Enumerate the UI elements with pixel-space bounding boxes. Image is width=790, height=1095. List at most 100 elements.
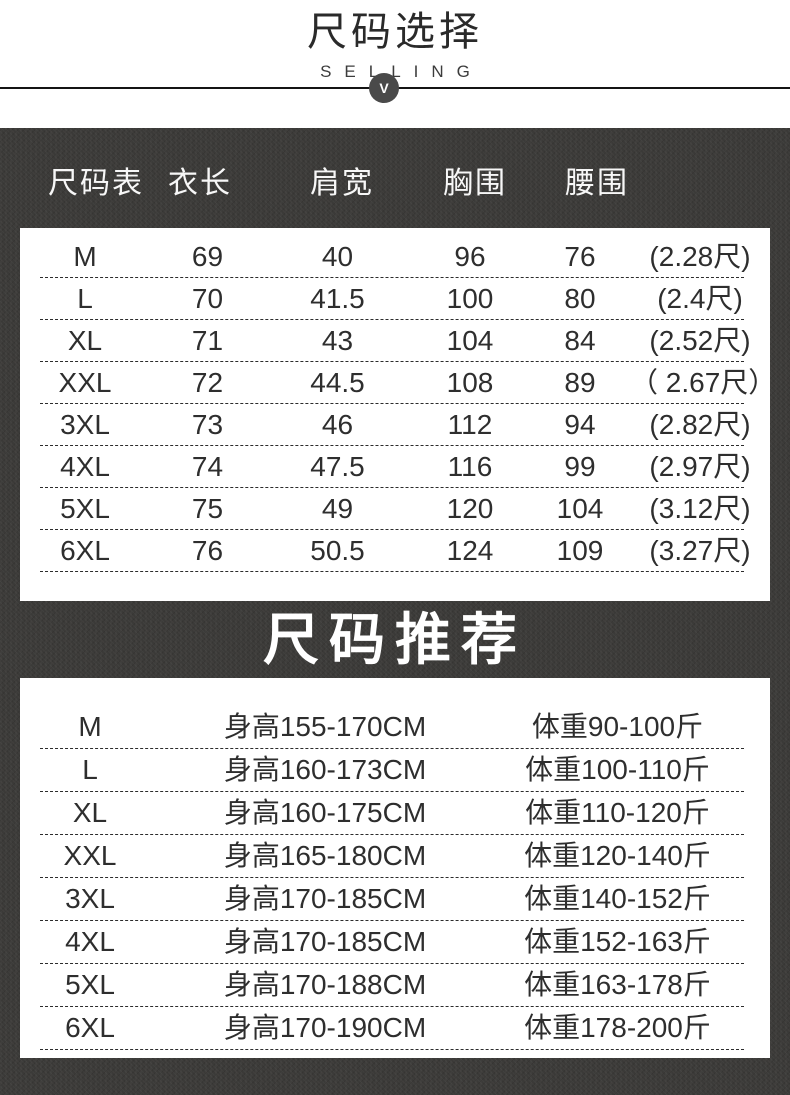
weight-cell: 体重90-100斤 <box>531 711 704 742</box>
length-cell: 74 <box>191 450 224 482</box>
row-divider <box>40 445 744 446</box>
page-subtitle: SELLING <box>320 62 483 81</box>
weight-cell: 体重100-110斤 <box>525 754 710 785</box>
row-divider <box>40 920 744 921</box>
header: 尺码选择 SELLING V <box>0 0 790 128</box>
shoulder-cell: 46 <box>321 408 354 440</box>
height-cell: 身高170-190CM <box>223 1012 427 1043</box>
size-cell: XL <box>72 797 108 828</box>
chest-cell: 100 <box>446 282 494 314</box>
row-divider <box>40 403 744 404</box>
dark-section: 尺码表 衣长 肩宽 胸围 腰围 M 69 40 96 76 (2.28尺) L … <box>0 128 790 1095</box>
chi-cell: （ 2.67尺） <box>630 366 777 398</box>
table-row: 4XL 身高170-185CM 体重152-163斤 <box>20 921 770 963</box>
row-divider <box>40 277 744 278</box>
size-cell: 4XL <box>65 926 115 957</box>
chi-cell: (3.27尺) <box>649 534 751 566</box>
chi-cell: (2.28尺) <box>649 240 751 272</box>
shoulder-cell: 41.5 <box>310 282 365 314</box>
height-cell: 身高160-173CM <box>223 754 427 785</box>
waist-cell: 89 <box>564 366 596 398</box>
table-row: L 70 41.5 100 80 (2.4尺) <box>20 278 770 319</box>
height-cell: 身高170-188CM <box>223 969 427 1000</box>
length-cell: 70 <box>191 282 224 314</box>
chest-cell: 112 <box>447 408 493 440</box>
column-header-shoulder: 肩宽 <box>310 167 374 200</box>
table-row: 4XL 74 47.5 116 99 (2.97尺) <box>20 446 770 487</box>
size-table-header: 尺码表 衣长 肩宽 胸围 腰围 <box>0 128 790 228</box>
size-cell: 6XL <box>60 534 110 566</box>
height-cell: 身高160-175CM <box>223 797 427 828</box>
waist-cell: 84 <box>564 324 596 356</box>
size-cell: M <box>73 240 97 272</box>
row-divider <box>40 361 744 362</box>
column-header-chest: 胸围 <box>443 167 507 200</box>
height-cell: 身高170-185CM <box>223 883 427 914</box>
weight-cell: 体重110-120斤 <box>525 797 710 828</box>
row-divider <box>40 319 744 320</box>
page-title: 尺码选择 <box>307 10 483 54</box>
length-cell: 76 <box>191 534 224 566</box>
waist-cell: 94 <box>564 408 596 440</box>
table-row: 3XL 73 46 112 94 (2.82尺) <box>20 404 770 445</box>
length-cell: 73 <box>191 408 224 440</box>
table-row: 5XL 身高170-188CM 体重163-178斤 <box>20 964 770 1006</box>
table-row: M 身高155-170CM 体重90-100斤 <box>20 706 770 748</box>
column-header-waist: 腰围 <box>565 167 629 200</box>
chest-cell: 120 <box>446 492 494 524</box>
chest-cell: 104 <box>446 324 494 356</box>
size-cell: XXL <box>58 366 112 398</box>
chi-cell: (2.4尺) <box>657 282 743 314</box>
table-row: 6XL 身高170-190CM 体重178-200斤 <box>20 1007 770 1049</box>
shoulder-cell: 50.5 <box>310 534 365 566</box>
weight-cell: 体重120-140斤 <box>524 840 711 871</box>
length-cell: 75 <box>191 492 224 524</box>
chi-cell: (2.82尺) <box>649 408 751 440</box>
size-cell: 6XL <box>65 1012 115 1043</box>
shoulder-cell: 47.5 <box>310 450 365 482</box>
size-table: M 69 40 96 76 (2.28尺) L 70 41.5 100 80 (… <box>20 228 777 601</box>
chi-cell: (2.97尺) <box>649 450 751 482</box>
size-cell: M <box>78 711 102 742</box>
shoulder-cell: 40 <box>321 240 354 272</box>
waist-cell: 104 <box>556 492 604 524</box>
size-cell: 3XL <box>60 408 110 440</box>
table-row: M 69 40 96 76 (2.28尺) <box>20 236 770 277</box>
height-cell: 身高155-170CM <box>223 711 427 742</box>
waist-cell: 99 <box>564 450 596 482</box>
height-cell: 身高165-180CM <box>223 840 427 871</box>
v-badge-icon: V <box>369 73 399 103</box>
column-header-length: 衣长 <box>168 167 232 200</box>
table-row: XL 身高160-175CM 体重110-120斤 <box>20 792 770 834</box>
size-cell: 4XL <box>60 450 110 482</box>
chi-cell: (3.12尺) <box>649 492 751 524</box>
table-row: L 身高160-173CM 体重100-110斤 <box>20 749 770 791</box>
size-cell: L <box>77 282 93 314</box>
shoulder-cell: 49 <box>321 492 354 524</box>
row-divider <box>40 571 744 572</box>
table-row: XXL 身高165-180CM 体重120-140斤 <box>20 835 770 877</box>
table-row: 6XL 76 50.5 124 109 (3.27尺) <box>20 530 770 571</box>
weight-cell: 体重152-163斤 <box>524 926 711 957</box>
size-cell: 5XL <box>60 492 110 524</box>
length-cell: 69 <box>191 240 224 272</box>
size-cell: 3XL <box>65 883 115 914</box>
weight-cell: 体重140-152斤 <box>524 883 711 914</box>
table-row: 5XL 75 49 120 104 (3.12尺) <box>20 488 770 529</box>
size-cell: XL <box>67 324 103 356</box>
waist-cell: 76 <box>564 240 596 272</box>
shoulder-cell: 43 <box>321 324 354 356</box>
length-cell: 71 <box>191 324 224 356</box>
waist-cell: 109 <box>556 534 604 566</box>
size-cell: XXL <box>63 840 117 871</box>
row-divider <box>40 1049 744 1050</box>
chest-cell: 108 <box>446 366 494 398</box>
chest-cell: 96 <box>454 240 486 272</box>
column-header-size: 尺码表 <box>48 167 144 200</box>
row-divider <box>40 834 744 835</box>
table-row: XL 71 43 104 84 (2.52尺) <box>20 320 770 361</box>
table-row: XXL 72 44.5 108 89 （ 2.67尺） <box>20 362 777 403</box>
waist-cell: 80 <box>564 282 596 314</box>
height-cell: 身高170-185CM <box>223 926 427 957</box>
